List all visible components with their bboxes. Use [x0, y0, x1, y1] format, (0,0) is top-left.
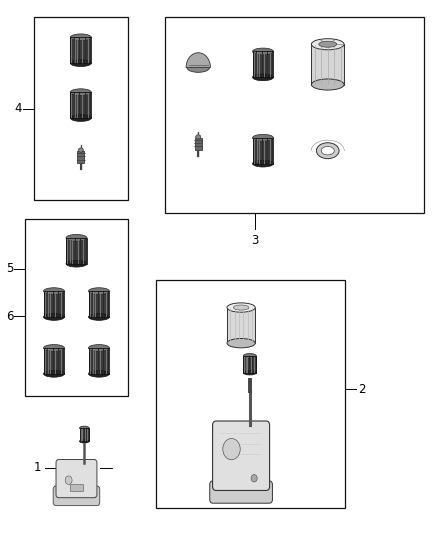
FancyBboxPatch shape: [210, 481, 272, 503]
Circle shape: [65, 476, 72, 484]
Bar: [78, 151, 84, 163]
Ellipse shape: [253, 48, 273, 55]
Bar: [71, 92, 91, 118]
Ellipse shape: [88, 313, 110, 320]
Ellipse shape: [88, 288, 110, 295]
Ellipse shape: [66, 260, 87, 267]
Text: 1: 1: [34, 462, 42, 474]
Ellipse shape: [227, 303, 255, 312]
Text: 5: 5: [6, 262, 13, 275]
Bar: [253, 52, 273, 77]
Bar: [165, 17, 424, 214]
Bar: [80, 428, 89, 441]
Ellipse shape: [80, 426, 89, 430]
Ellipse shape: [319, 41, 337, 47]
Bar: [80, 428, 89, 441]
Bar: [70, 484, 83, 491]
FancyBboxPatch shape: [53, 486, 100, 506]
Bar: [227, 308, 255, 343]
Ellipse shape: [71, 115, 91, 122]
Ellipse shape: [321, 147, 334, 155]
Ellipse shape: [43, 370, 64, 377]
FancyBboxPatch shape: [212, 421, 270, 490]
Text: 6: 6: [6, 310, 13, 323]
Ellipse shape: [187, 63, 209, 72]
Ellipse shape: [253, 134, 273, 141]
Bar: [311, 44, 344, 85]
Ellipse shape: [66, 235, 87, 241]
Ellipse shape: [253, 160, 273, 167]
Ellipse shape: [71, 60, 91, 67]
Ellipse shape: [80, 440, 89, 443]
Bar: [71, 92, 91, 118]
Bar: [43, 348, 64, 374]
Bar: [66, 238, 87, 264]
Bar: [88, 291, 110, 317]
Ellipse shape: [311, 39, 344, 50]
Ellipse shape: [43, 288, 64, 295]
Text: 2: 2: [358, 383, 366, 395]
Bar: [243, 356, 256, 373]
Ellipse shape: [43, 313, 64, 320]
Ellipse shape: [243, 370, 256, 375]
Ellipse shape: [78, 148, 83, 152]
Bar: [253, 138, 273, 164]
Bar: [71, 37, 91, 63]
Ellipse shape: [311, 79, 344, 90]
Bar: [43, 348, 64, 374]
Circle shape: [251, 474, 257, 482]
Wedge shape: [186, 53, 210, 68]
Bar: [88, 291, 110, 317]
Ellipse shape: [71, 89, 91, 95]
Bar: [195, 138, 202, 150]
Ellipse shape: [88, 370, 110, 377]
Bar: [43, 291, 64, 317]
Bar: [88, 348, 110, 374]
Ellipse shape: [227, 338, 255, 348]
Ellipse shape: [88, 344, 110, 351]
Bar: [71, 37, 91, 63]
Ellipse shape: [243, 353, 256, 358]
Circle shape: [223, 439, 240, 460]
Bar: [25, 219, 127, 397]
Ellipse shape: [233, 305, 249, 310]
Ellipse shape: [43, 344, 64, 351]
Bar: [66, 238, 87, 264]
Ellipse shape: [196, 135, 201, 139]
Bar: [34, 17, 127, 200]
Bar: [156, 280, 345, 508]
Bar: [243, 356, 256, 373]
Bar: [253, 52, 273, 77]
Bar: [88, 348, 110, 374]
FancyBboxPatch shape: [56, 459, 97, 498]
Text: 3: 3: [251, 233, 259, 247]
Bar: [253, 138, 273, 164]
Ellipse shape: [316, 143, 339, 159]
Bar: [43, 291, 64, 317]
Ellipse shape: [71, 34, 91, 41]
Ellipse shape: [253, 74, 273, 80]
Text: 4: 4: [14, 102, 22, 115]
